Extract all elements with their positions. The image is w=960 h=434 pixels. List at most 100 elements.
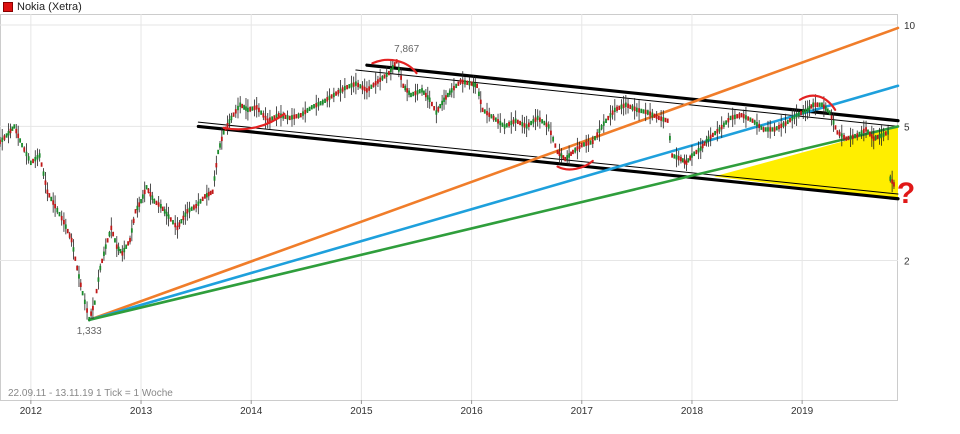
candle-body [60,215,63,221]
candle-body [54,203,56,209]
candle-body [243,105,245,110]
candle-body [23,147,26,152]
candle-body [299,112,302,118]
candle-body [644,109,647,115]
candle-body [241,103,244,109]
candle-body [222,130,225,135]
candle-body [114,238,116,243]
candle-body [253,105,256,111]
candle-body [707,136,710,141]
candle-body [585,141,588,147]
candle-body [508,121,510,127]
candle-body [514,118,517,123]
date-range-footer: 22.09.11 - 13.11.19 1 Tick = 1 Woche [8,388,173,399]
candle-body [616,106,618,112]
candle-body [297,113,300,118]
candle-body [101,258,104,264]
candle-body [880,133,883,138]
candle-body [840,133,843,138]
candle-body [56,207,59,213]
candle-body [255,105,258,110]
annotation-arc-2019-top [798,94,837,111]
candle-body [258,107,260,113]
candle-body [5,133,8,138]
candle-body [843,134,845,140]
candle-body [789,118,791,123]
candle-body [13,124,16,129]
candle-body [165,211,168,217]
candle-body [108,231,111,237]
candle-body [572,149,574,155]
candle-body [727,118,730,123]
candle-body [95,288,98,294]
candle-body [666,118,669,123]
annotation-arc-2014 [222,112,286,131]
candle-body [197,201,200,206]
x-tick-label: 2013 [130,406,153,417]
candle-body [455,83,458,89]
candle-body [541,119,544,124]
candle-body [343,85,346,91]
candle-body [576,146,579,151]
candle-body [823,104,825,109]
candle-body [205,193,208,198]
candle-body [143,189,146,195]
candle-body [758,123,761,129]
candle-body [570,151,572,156]
candle-body [408,90,410,95]
candle-body [560,153,563,158]
candle-body [302,111,304,116]
annotation-arc-2016-bottom [556,159,594,171]
candle-body [466,80,469,85]
candle-body [775,126,778,131]
candle-body [808,105,811,111]
candle-body [182,215,185,221]
candle-body [718,127,721,132]
candle-body [828,110,831,115]
candle-body [92,305,94,311]
candle-body [188,207,191,213]
candle-body [106,238,109,243]
candle-body [872,136,875,141]
candle-body [366,88,368,93]
candle-body [749,117,752,122]
candle-body [136,205,139,211]
candle-body [476,83,478,89]
candle-body [629,104,632,109]
candle-body [42,171,45,176]
candle-body [769,127,772,132]
candle-body [397,67,400,72]
candle-body [795,112,798,118]
candle-body [149,192,152,197]
candle-body [190,206,193,211]
candle-body [330,94,333,99]
candle-body [286,115,289,120]
candle-body [217,149,220,155]
candle-body [497,119,499,124]
trendline-green-support [87,125,900,322]
candle-body [800,110,802,116]
candle-body [751,118,754,123]
candle-body [849,135,852,140]
candle-body [93,300,96,305]
candle-body [172,220,174,225]
candle-body [38,153,41,158]
candle-body [295,114,298,119]
candle-body [689,155,692,161]
candle-body [359,84,362,89]
candle-body [591,139,594,145]
candle-body [304,109,307,115]
candle-body [315,103,318,108]
candle-body [620,104,623,109]
candle-body [640,108,643,114]
candle-body [443,97,445,102]
candle-body [760,125,763,130]
candle-body [797,111,800,117]
candle-body [370,84,373,89]
candle-body [662,117,665,122]
candle-body [319,101,322,106]
candle-body [404,85,407,91]
candle-body [673,154,676,159]
candle-body [29,160,32,166]
candle-body [653,113,656,118]
